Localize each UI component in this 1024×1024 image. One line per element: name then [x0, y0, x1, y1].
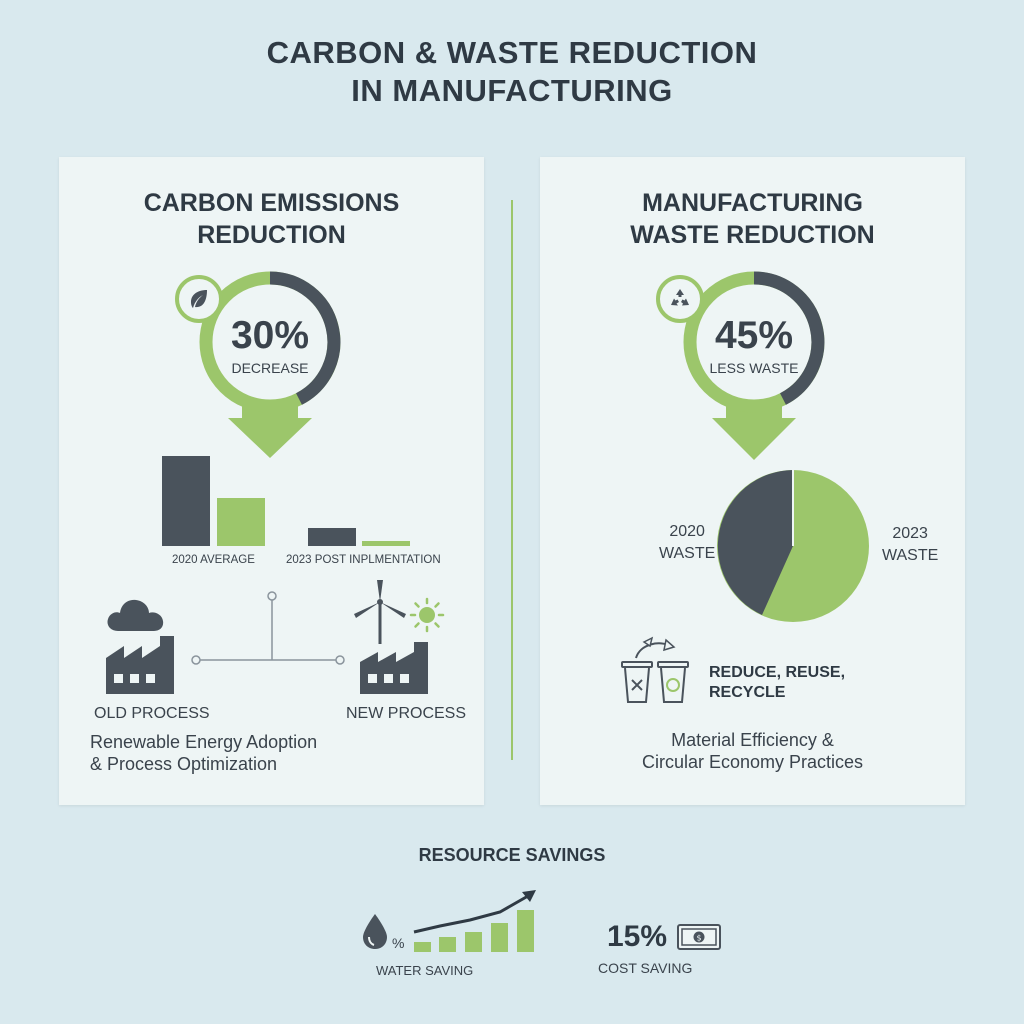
waste-panel-title: MANUFACTURING WASTE REDUCTION — [540, 187, 965, 251]
old-factory-icon — [106, 636, 174, 694]
bar-label-2020: 2020 AVERAGE — [172, 554, 255, 566]
recycle-icon — [671, 289, 689, 306]
carbon-reduction-caption: DECREASE — [231, 360, 309, 376]
waste-gauge-dark-arc — [753, 271, 825, 405]
old-process-label: OLD PROCESS — [94, 705, 210, 722]
pie-label-2020: 2020 WASTE — [659, 521, 715, 565]
wind-turbine-icon — [354, 580, 406, 644]
cash-icon: $ — [677, 924, 721, 950]
waste-down-arrow — [712, 400, 796, 460]
cost-saving-value: 15% — [607, 920, 668, 953]
pie-label-2023-line-2: WASTE — [882, 547, 939, 564]
carbon-title-line-1: CARBON EMISSIONS — [143, 189, 400, 217]
pie-slice-2020 — [717, 470, 793, 615]
waste-reduction-value: 45% — [714, 314, 794, 357]
panel-divider — [511, 200, 513, 760]
bar-2023-green — [362, 541, 410, 546]
svg-text:$: $ — [696, 934, 701, 943]
leaf-icon — [191, 290, 207, 308]
cloud-icon — [107, 599, 164, 631]
water-saving-label: WATER SAVING — [376, 963, 474, 978]
page-title: CARBON & WASTE REDUCTION IN MANUFACTURIN… — [0, 34, 1024, 110]
waste-desc-line-2: Circular Economy Practices — [641, 752, 864, 772]
carbon-description: Renewable Energy Adoption & Process Opti… — [90, 731, 317, 775]
bar-2023-dark — [308, 528, 356, 546]
carbon-panel-title: CARBON EMISSIONS REDUCTION — [59, 187, 484, 251]
waste-desc-line-1: Material Efficiency & — [671, 730, 834, 750]
water-percent-sign: % — [392, 935, 405, 951]
pie-label-2023: 2023 WASTE — [882, 523, 938, 567]
new-factory-icon — [360, 642, 428, 694]
pie-label-2023-line-1: 2023 — [892, 525, 928, 542]
rrr-line-1: REDUCE, REUSE, — [709, 664, 846, 681]
carbon-desc-line-1: Renewable Energy Adoption — [90, 732, 318, 752]
carbon-down-arrow — [228, 400, 312, 458]
title-line-1: CARBON & WASTE REDUCTION — [266, 35, 758, 70]
reduce-reuse-recycle: REDUCE, REUSE, RECYCLE — [709, 663, 845, 703]
new-process-label: NEW PROCESS — [346, 705, 467, 722]
waste-reduction-panel: MANUFACTURING WASTE REDUCTION — [540, 157, 965, 805]
sun-icon — [409, 597, 445, 633]
waste-reduction-caption: LESS WASTE — [709, 360, 799, 376]
waste-title-line-1: MANUFACTURING — [642, 189, 863, 217]
carbon-reduction-value: 30% — [230, 314, 310, 357]
title-line-2: IN MANUFACTURING — [351, 73, 673, 108]
recycle-arrows-icon — [635, 636, 676, 659]
water-drop-icon — [363, 914, 387, 949]
trash-bin-icon — [621, 661, 653, 703]
bar-label-2023: 2023 POST INPLMENTATION — [286, 554, 441, 566]
carbon-title-line-2: REDUCTION — [197, 221, 346, 249]
pie-label-2020-line-2: WASTE — [659, 545, 716, 562]
recycle-bin-icon — [657, 661, 689, 703]
waste-description: Material Efficiency & Circular Economy P… — [540, 729, 965, 773]
waste-title-line-2: WASTE REDUCTION — [630, 221, 875, 249]
bar-2020-dark — [162, 456, 210, 546]
carbon-emissions-panel: CARBON EMISSIONS REDUCTION — [59, 157, 484, 805]
rrr-line-2: RECYCLE — [709, 684, 786, 701]
bar-2020-green — [217, 498, 265, 546]
carbon-gauge-dark-arc — [269, 271, 341, 405]
cost-saving-label: COST SAVING — [598, 960, 693, 976]
resource-savings-title: RESOURCE SAVINGS — [418, 845, 606, 865]
pie-label-2020-line-1: 2020 — [669, 523, 705, 540]
carbon-desc-line-2: & Process Optimization — [90, 754, 278, 774]
